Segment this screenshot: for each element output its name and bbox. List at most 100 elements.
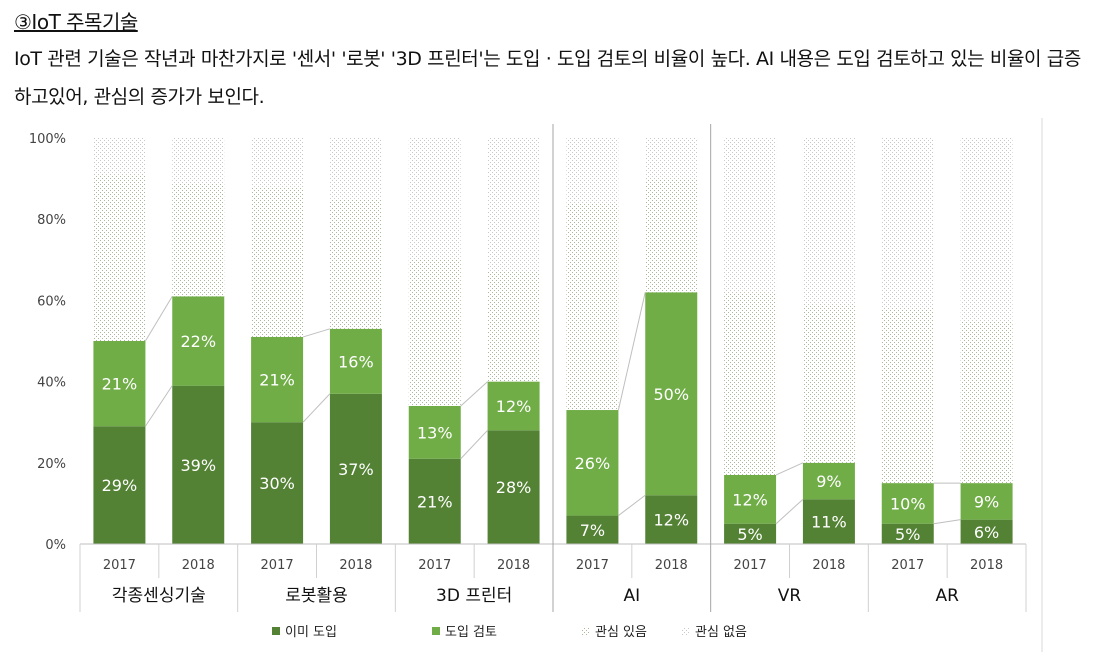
bar-segment-interested xyxy=(329,198,382,329)
bar-segment-considering xyxy=(93,341,146,427)
bar-segment-interested xyxy=(960,320,1013,484)
bar-segment-not-interested xyxy=(408,138,461,260)
series-connector-line xyxy=(775,462,804,476)
x-year-label: 2017 xyxy=(576,558,609,573)
series-connector-line xyxy=(144,385,173,427)
x-year-label: 2018 xyxy=(812,558,845,573)
x-year-label: 2017 xyxy=(891,558,924,573)
bar-segment-considering xyxy=(566,410,619,516)
data-label: 21% xyxy=(259,371,295,390)
bar-segment-already-adopted xyxy=(724,523,777,544)
data-label: 21% xyxy=(417,492,453,511)
bar-segment-already-adopted xyxy=(251,422,304,544)
x-year-label: 2018 xyxy=(970,558,1003,573)
data-label: 11% xyxy=(811,513,847,532)
x-year-label: 2017 xyxy=(261,558,294,573)
data-label: 9% xyxy=(816,472,841,491)
data-label: 6% xyxy=(974,523,999,542)
bar-segment-already-adopted xyxy=(487,430,540,544)
bar-segment-considering xyxy=(881,483,934,524)
bar-segment-interested xyxy=(724,292,777,475)
series-connector-line xyxy=(618,494,646,516)
legend-label: 관심 있음 xyxy=(595,625,647,640)
bar-segment-not-interested xyxy=(645,138,698,179)
y-tick-label: 0% xyxy=(45,538,66,553)
bar-segment-already-adopted xyxy=(802,499,855,544)
bar-segment-considering xyxy=(251,336,304,423)
series-connector-line xyxy=(144,296,173,342)
legend-label: 도입 검토 xyxy=(445,625,497,640)
bar-segment-interested xyxy=(93,174,146,341)
data-label: 5% xyxy=(737,525,762,544)
data-label: 37% xyxy=(338,460,374,479)
bar-segment-not-interested xyxy=(251,138,304,187)
bar-segment-already-adopted xyxy=(172,385,225,544)
bar-segment-interested xyxy=(881,308,934,484)
bar-segment-already-adopted xyxy=(645,495,698,544)
data-label: 21% xyxy=(102,375,138,394)
series-connector-line xyxy=(933,519,961,525)
x-group-label: 각종센싱기술 xyxy=(112,586,206,606)
bar-segment-interested xyxy=(408,259,461,406)
data-label: 28% xyxy=(496,478,532,497)
legend-label: 관심 없음 xyxy=(695,625,747,640)
bar-segment-interested xyxy=(645,178,698,293)
bar-segment-not-interested xyxy=(881,138,934,309)
bar-segment-not-interested xyxy=(172,138,225,183)
legend-swatch xyxy=(682,627,690,635)
bar-segment-considering xyxy=(724,474,777,524)
data-label: 12% xyxy=(496,397,532,416)
bar-segment-interested xyxy=(802,304,855,463)
bar-segment-considering xyxy=(408,405,461,459)
legend-label: 이미 도입 xyxy=(285,625,337,640)
bar-segment-interested xyxy=(566,202,619,411)
bar-segment-interested xyxy=(251,186,304,337)
bar-segment-already-adopted xyxy=(960,519,1013,544)
bar-segment-considering xyxy=(172,296,225,386)
data-label: 22% xyxy=(180,332,216,351)
series-connector-line xyxy=(302,328,331,338)
y-tick-label: 80% xyxy=(37,213,66,228)
bar-segment-not-interested xyxy=(724,138,777,293)
x-year-label: 2018 xyxy=(497,558,530,573)
x-group-label: AR xyxy=(935,586,959,606)
bar-segment-already-adopted xyxy=(93,426,146,544)
data-label: 50% xyxy=(653,385,689,404)
legend-swatch xyxy=(582,627,590,635)
x-group-label: 로봇활용 xyxy=(285,586,348,606)
bar-segment-already-adopted xyxy=(329,393,382,544)
bar-segment-already-adopted xyxy=(881,523,934,544)
bar-segment-interested xyxy=(487,271,540,382)
data-label: 10% xyxy=(890,494,926,513)
x-year-label: 2017 xyxy=(418,558,451,573)
x-group-label: VR xyxy=(778,586,802,606)
data-label: 16% xyxy=(338,352,374,371)
data-label: 13% xyxy=(417,423,453,442)
data-label: 30% xyxy=(259,474,295,493)
x-year-label: 2017 xyxy=(103,558,136,573)
x-year-label: 2018 xyxy=(182,558,215,573)
bar-segment-not-interested xyxy=(802,138,855,305)
data-label: 29% xyxy=(102,476,138,495)
bar-segment-not-interested xyxy=(566,138,619,203)
bar-segment-not-interested xyxy=(329,138,382,199)
series-connector-line xyxy=(460,429,488,460)
data-label: 12% xyxy=(653,511,689,530)
legend-swatch xyxy=(272,627,280,635)
x-year-label: 2018 xyxy=(339,558,372,573)
bar-segment-considering xyxy=(802,462,855,500)
bar-segment-already-adopted xyxy=(566,515,619,544)
bar-segment-considering xyxy=(645,292,698,496)
x-group-label: 3D 프린터 xyxy=(436,586,512,606)
data-label: 26% xyxy=(575,454,611,473)
bar-segment-interested xyxy=(172,182,225,297)
x-group-label: AI xyxy=(624,586,641,606)
section-heading: ③IoT 주목기술 xyxy=(14,10,138,34)
bar-segment-already-adopted xyxy=(408,458,461,544)
y-tick-label: 100% xyxy=(29,132,66,147)
data-label: 9% xyxy=(974,492,999,511)
data-label: 5% xyxy=(895,525,920,544)
bar-segment-not-interested xyxy=(960,138,1013,321)
data-label: 39% xyxy=(180,456,216,475)
